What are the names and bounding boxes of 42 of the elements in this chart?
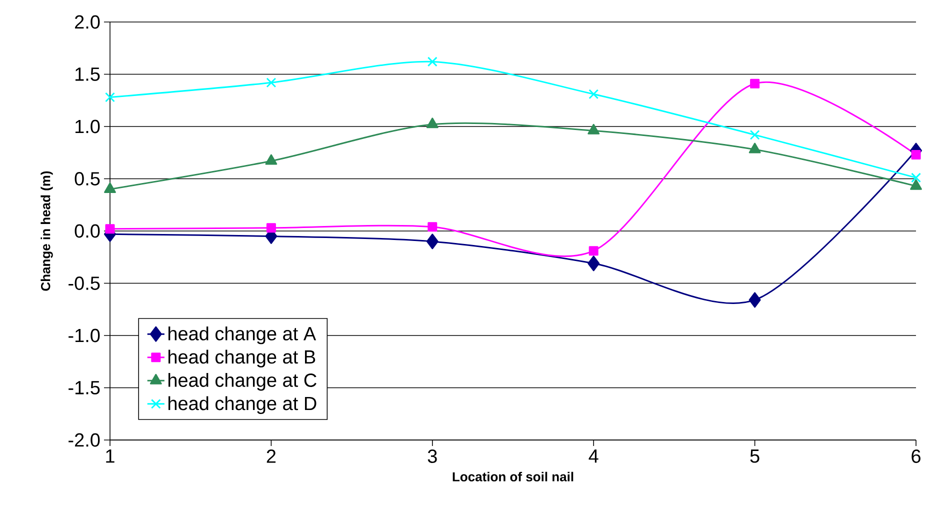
y-tick-label: -2.0	[68, 433, 100, 447]
y-tick-label: 1.5	[76, 68, 100, 81]
point	[588, 124, 600, 134]
point	[426, 118, 438, 128]
y-tick-label: -1.0	[68, 328, 100, 342]
point	[588, 256, 600, 272]
legend-label: head change at B	[168, 350, 316, 368]
point	[911, 172, 921, 183]
x-tick-label: 6	[912, 450, 920, 463]
x-tick-label: 1	[106, 450, 114, 463]
point	[748, 292, 761, 308]
point	[427, 56, 438, 67]
x-tick-label: 4	[588, 450, 598, 463]
point	[750, 130, 760, 140]
y-tick-label: 0.5	[74, 172, 100, 186]
point	[748, 142, 761, 154]
point	[266, 223, 276, 233]
y-tick-label: -0.5	[68, 276, 100, 290]
point	[588, 89, 599, 100]
y-tick-label: 1.0	[76, 120, 100, 134]
legend-label: head change at D	[168, 396, 316, 414]
point	[588, 246, 598, 256]
x-axis-title: Location of soil nail	[452, 472, 574, 482]
point	[911, 150, 921, 160]
point	[750, 78, 760, 88]
point	[426, 234, 438, 250]
y-tick-label: 2.0	[75, 15, 100, 29]
point	[105, 224, 115, 234]
point	[265, 154, 278, 165]
point	[428, 222, 438, 232]
y-tick-label: -1.5	[68, 381, 100, 394]
legend-label: head change at A	[168, 326, 316, 344]
x-tick-label: 5	[750, 450, 760, 463]
point	[910, 179, 922, 190]
legend-label: head change at C	[168, 372, 316, 391]
point	[266, 78, 276, 88]
x-tick-label: 3	[428, 450, 437, 463]
y-axis-title: Change in head (m)	[40, 171, 53, 291]
point	[105, 92, 115, 102]
y-tick-label: 0.0	[74, 224, 100, 238]
x-tick-label: 2	[266, 450, 276, 463]
point	[104, 182, 116, 193]
